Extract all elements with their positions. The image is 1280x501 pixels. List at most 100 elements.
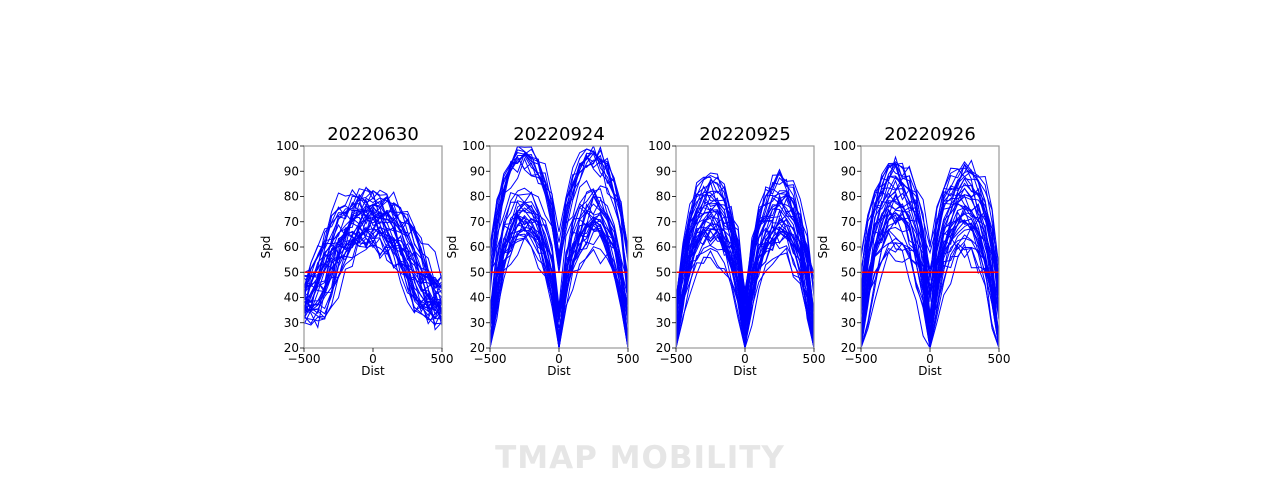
y-tick-label: 50 [841, 265, 856, 279]
y-tick-label: 60 [841, 240, 856, 254]
y-tick-label: 70 [470, 215, 485, 229]
series-line [861, 162, 999, 302]
y-tick-label: 70 [841, 215, 856, 229]
y-tick-label: 20 [656, 341, 671, 355]
panel-title: 20220926 [884, 124, 976, 145]
series-line [676, 197, 814, 335]
y-tick-label: 80 [841, 190, 856, 204]
series-line [861, 163, 999, 269]
series-line [490, 231, 628, 348]
series-line [490, 213, 628, 348]
series-line [304, 205, 442, 318]
series-line [861, 242, 999, 348]
y-axis-label: Spd [816, 236, 830, 259]
y-tick-label: 30 [841, 316, 856, 330]
y-tick-label: 40 [470, 291, 485, 305]
y-tick-label: 30 [656, 316, 671, 330]
panel-title: 20220924 [513, 124, 605, 145]
series-line [304, 224, 442, 326]
series-line [676, 249, 814, 348]
series-line [861, 193, 999, 317]
series-line [861, 191, 999, 320]
series-line [676, 227, 814, 348]
x-tick-label: 500 [803, 352, 826, 366]
x-tick-label: 0 [926, 352, 934, 366]
x-tick-label: −500 [660, 352, 693, 366]
series-line [304, 196, 442, 294]
series-line [304, 225, 442, 292]
series-line [861, 225, 999, 348]
series-line [304, 186, 442, 313]
series-line [490, 236, 628, 348]
series-line [676, 216, 814, 348]
y-tick-label: 60 [284, 240, 299, 254]
series-line [861, 161, 999, 303]
series-line [304, 210, 442, 309]
watermark-text: TMAP MOBILITY [495, 440, 785, 476]
y-tick-label: 70 [284, 215, 299, 229]
y-axis-label: Spd [259, 236, 273, 259]
y-tick-label: 90 [284, 164, 299, 178]
series-group [490, 146, 628, 348]
y-tick-label: 100 [833, 139, 856, 153]
x-tick-label: 0 [369, 352, 377, 366]
y-tick-label: 30 [284, 316, 299, 330]
y-tick-label: 50 [284, 265, 299, 279]
x-tick-label: −500 [474, 352, 507, 366]
series-line [490, 149, 628, 258]
x-tick-label: −500 [288, 352, 321, 366]
panel-title: 20220925 [699, 124, 791, 145]
series-line [676, 190, 814, 305]
y-tick-label: 60 [656, 240, 671, 254]
y-tick-label: 80 [656, 190, 671, 204]
y-tick-label: 50 [470, 265, 485, 279]
series-line [676, 224, 814, 330]
series-line [304, 237, 442, 321]
y-tick-label: 20 [841, 341, 856, 355]
chart-panel-1: 20 30 40 50 60 70 80 90 100 −500 0 500 20220630 Dist S… [259, 124, 453, 378]
series-line [861, 242, 999, 348]
y-tick-label: 100 [648, 139, 671, 153]
series-line [304, 199, 442, 312]
series-line [861, 222, 999, 348]
y-tick-label: 90 [841, 164, 856, 178]
chart-panel-3: 20 30 40 50 60 70 80 90 100 −500 0 500 20220925 Dist S… [631, 124, 825, 378]
x-tick-label: 0 [555, 352, 563, 366]
series-line [490, 146, 628, 303]
y-tick-label: 20 [284, 341, 299, 355]
y-tick-label: 90 [470, 164, 485, 178]
series-line [490, 219, 628, 348]
series-line [861, 205, 999, 348]
series-line [304, 216, 442, 290]
y-tick-label: 80 [284, 190, 299, 204]
chart-panel-4: 20 30 40 50 60 70 80 90 100 −500 0 500 20220926 Dist S… [816, 124, 1010, 378]
y-tick-label: 50 [656, 265, 671, 279]
y-axis-label: Spd [445, 236, 459, 259]
y-tick-label: 100 [462, 139, 485, 153]
y-tick-label: 70 [656, 215, 671, 229]
series-group [861, 155, 999, 348]
series-line [490, 153, 628, 294]
series-line [304, 237, 442, 304]
y-tick-label: 90 [656, 164, 671, 178]
series-line [861, 244, 999, 339]
y-tick-label: 40 [284, 291, 299, 305]
series-line [676, 201, 814, 348]
series-line [861, 181, 999, 301]
series-line [304, 208, 442, 317]
series-line [861, 179, 999, 310]
series-group [676, 168, 814, 348]
y-tick-label: 40 [841, 291, 856, 305]
series-line [304, 200, 442, 310]
series-group [304, 186, 442, 331]
x-axis-label: Dist [547, 364, 571, 378]
y-tick-label: 20 [470, 341, 485, 355]
series-line [861, 181, 999, 296]
y-tick-label: 100 [276, 139, 299, 153]
x-tick-label: 500 [431, 352, 454, 366]
x-tick-label: 500 [617, 352, 640, 366]
series-line [304, 209, 442, 294]
series-line [490, 199, 628, 307]
